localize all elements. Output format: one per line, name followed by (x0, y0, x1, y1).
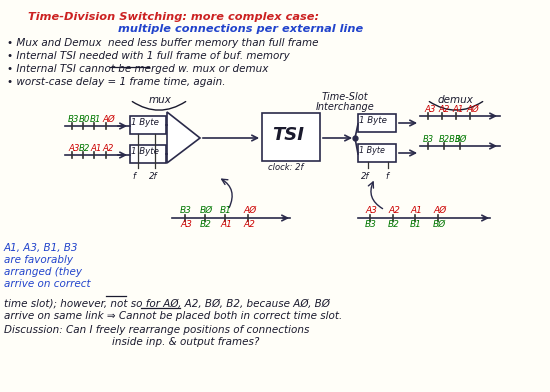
Text: B1: B1 (410, 220, 422, 229)
Text: arranged (they: arranged (they (4, 267, 82, 277)
Polygon shape (167, 112, 200, 163)
Text: clock: 2f: clock: 2f (268, 163, 304, 172)
Text: f: f (386, 172, 388, 181)
Text: A3: A3 (68, 144, 79, 153)
Bar (262, 113, 320, 161)
Bar (130, 116, 166, 134)
Text: 1 Byte: 1 Byte (359, 116, 387, 125)
Text: AØ: AØ (466, 105, 478, 114)
Text: A2: A2 (243, 220, 255, 229)
Text: BØ: BØ (455, 135, 468, 144)
Text: B1: B1 (220, 206, 232, 215)
Text: TSI: TSI (272, 126, 304, 144)
Text: demux: demux (437, 95, 473, 105)
Text: AØ: AØ (433, 206, 446, 215)
Text: f: f (133, 172, 135, 181)
Text: multiple connections per external line: multiple connections per external line (118, 24, 363, 34)
Text: A3: A3 (365, 206, 377, 215)
Text: inside inp. & output frames?: inside inp. & output frames? (112, 337, 260, 347)
Text: Time-Slot: Time-Slot (322, 92, 369, 102)
Text: A2: A2 (438, 105, 449, 114)
Text: 2f: 2f (148, 172, 157, 181)
Text: A1: A1 (90, 144, 101, 153)
Text: A1, A3, B1, B3: A1, A3, B1, B3 (4, 243, 79, 253)
Text: mux: mux (148, 95, 172, 105)
Text: are favorably: are favorably (4, 255, 73, 265)
Text: AØ: AØ (102, 115, 114, 124)
Text: A1: A1 (410, 206, 422, 215)
Text: Time-Division Switching: more complex case:: Time-Division Switching: more complex ca… (28, 12, 319, 22)
Text: A3: A3 (424, 105, 436, 114)
Text: 1 Byte: 1 Byte (131, 147, 159, 156)
Text: A2: A2 (388, 206, 400, 215)
Text: B3: B3 (423, 135, 434, 144)
Text: BØ: BØ (200, 206, 213, 215)
Text: • Internal TSI cannot be merged w. mux or demux: • Internal TSI cannot be merged w. mux o… (7, 64, 268, 74)
Bar (130, 145, 166, 163)
Text: 1 Byte: 1 Byte (359, 146, 385, 155)
Text: arrive on same link ⇒ Cannot be placed both in correct time slot.: arrive on same link ⇒ Cannot be placed b… (4, 311, 342, 321)
Text: B2: B2 (388, 220, 400, 229)
Text: arrive on correct: arrive on correct (4, 279, 91, 289)
Text: B3: B3 (68, 115, 79, 124)
Text: B1: B1 (90, 115, 101, 124)
Text: Discussion: Can I freely rearrange positions of connections: Discussion: Can I freely rearrange posit… (4, 325, 309, 335)
Text: 2f: 2f (361, 172, 369, 181)
Text: BØ: BØ (433, 220, 446, 229)
Text: B2B3: B2B3 (439, 135, 461, 144)
Text: B2: B2 (79, 144, 90, 153)
Text: A1: A1 (452, 105, 463, 114)
Text: A1: A1 (220, 220, 232, 229)
Text: A2: A2 (102, 144, 113, 153)
Bar (358, 114, 396, 132)
Text: B2: B2 (200, 220, 212, 229)
Text: B3: B3 (365, 220, 377, 229)
Text: B0: B0 (79, 115, 90, 124)
Text: time slot); however, not so for AØ, A2, BØ, B2, because AØ, BØ: time slot); however, not so for AØ, A2, … (4, 299, 330, 309)
Text: B3: B3 (180, 206, 192, 215)
Text: AØ: AØ (243, 206, 256, 215)
Bar (358, 144, 396, 162)
Text: Interchange: Interchange (316, 102, 375, 112)
Text: • Internal TSI needed with 1 full frame of buf. memory: • Internal TSI needed with 1 full frame … (7, 51, 290, 61)
Text: 1 Byte: 1 Byte (131, 118, 159, 127)
Text: • Mux and Demux  need less buffer memory than full frame: • Mux and Demux need less buffer memory … (7, 38, 318, 48)
Text: A3: A3 (180, 220, 192, 229)
Text: • worst-case delay = 1 frame time, again.: • worst-case delay = 1 frame time, again… (7, 77, 226, 87)
